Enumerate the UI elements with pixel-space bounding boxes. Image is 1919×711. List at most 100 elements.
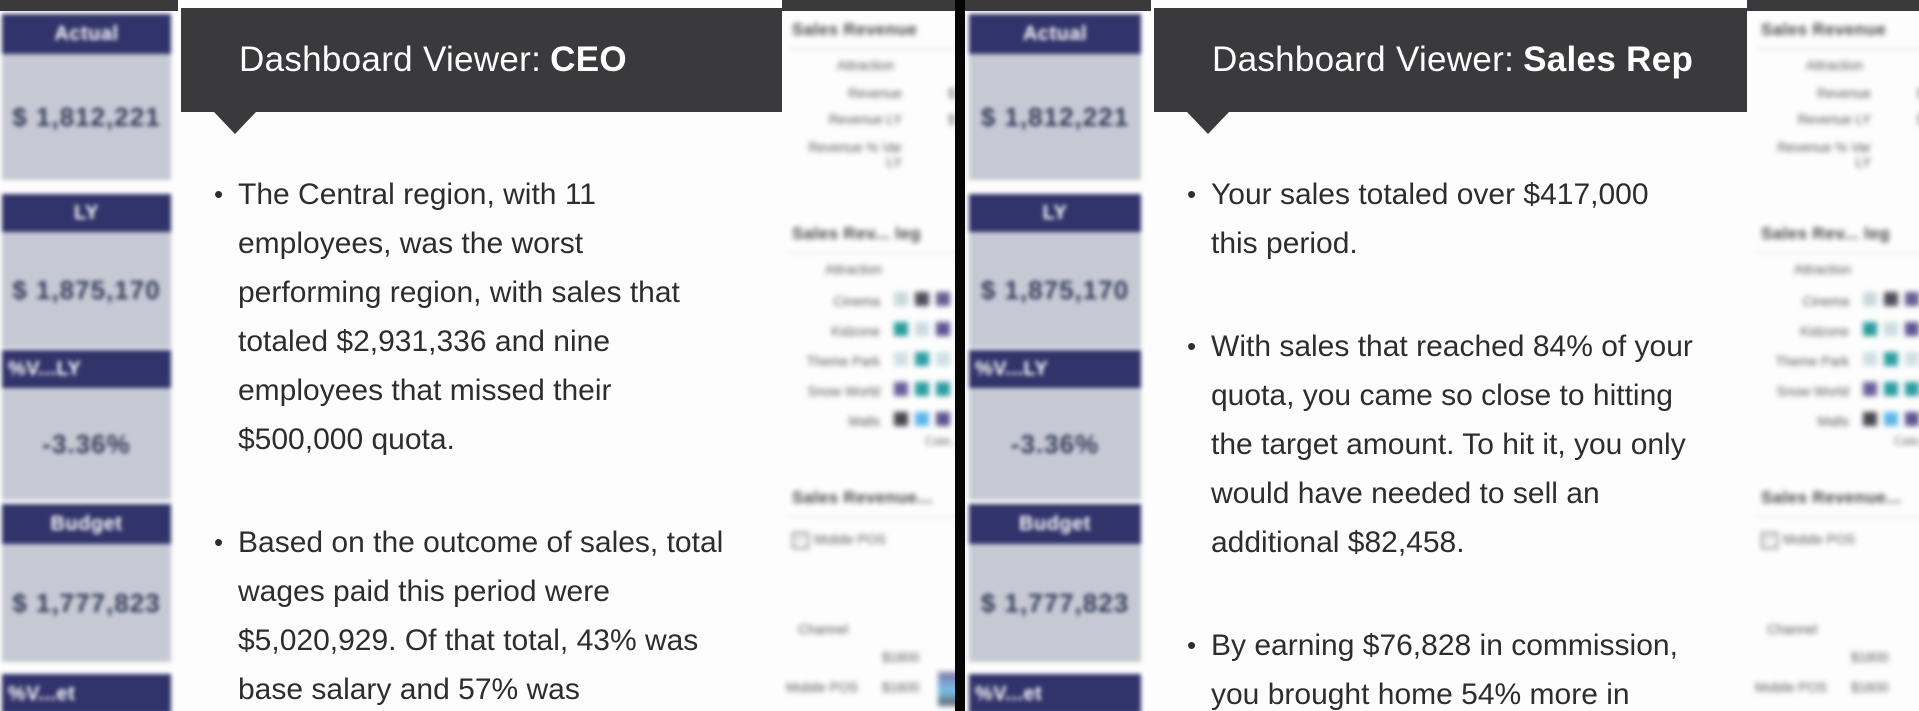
- banner-ceo: Dashboard Viewer: CEO: [181, 8, 782, 112]
- legend-group-label: Attraction: [1793, 262, 1851, 277]
- color-swatch: [915, 412, 929, 426]
- color-swatch: [1884, 382, 1898, 396]
- color-swatch: [936, 382, 950, 396]
- divider-line: [1757, 516, 1919, 517]
- speech-tail: [214, 112, 256, 134]
- legend-label: Kidzone: [831, 324, 880, 339]
- kpi-header: %V...et: [2, 674, 171, 711]
- legend-label: Kidzone: [1800, 324, 1849, 339]
- kpi-card-ly: LY $ 1,875,170: [969, 194, 1141, 348]
- chart-column-right: Sales Revenue Attraction Revenue $ Reven…: [1747, 0, 1919, 711]
- callout-panel-ceo: Dashboard Viewer: CEO The Central region…: [178, 0, 782, 711]
- divider-line: [788, 48, 958, 49]
- axis-label: Channel: [798, 622, 849, 637]
- kpi-header: Actual: [969, 14, 1141, 54]
- legend-swatches: [1863, 412, 1919, 426]
- tick-label: $1600: [1851, 680, 1889, 695]
- legend-group-label: Attraction: [824, 262, 882, 277]
- row-label: Attraction: [1805, 58, 1863, 73]
- legend-label: Malls: [1817, 414, 1849, 429]
- row-value: $: [948, 112, 956, 127]
- chart-column-middle: Sales Revenue Attraction Revenue $ Reven…: [782, 0, 958, 711]
- color-swatch: [1905, 412, 1919, 426]
- bar-label: Mobile POS: [786, 680, 859, 695]
- bar-label: Mobile POS: [1755, 680, 1828, 695]
- color-swatch: [1863, 382, 1877, 396]
- color-swatch: [894, 412, 908, 426]
- divider-line: [788, 252, 958, 253]
- color-swatch: [894, 382, 908, 396]
- kpi-column-left: Actual $ 1,812,221 LY $ 1,875,170 %V...L…: [0, 0, 178, 711]
- kpi-header: %V...LY: [969, 350, 1141, 388]
- color-swatch: [936, 322, 950, 336]
- row-value: $: [1917, 86, 1919, 101]
- legend-swatches: [894, 412, 950, 426]
- legend-row: Snow World: [1751, 382, 1919, 404]
- banner-prefix: Dashboard Viewer:: [239, 40, 542, 79]
- banner-prefix: Dashboard Viewer:: [1212, 40, 1515, 79]
- sales-revenue-title: Sales Revenue: [1761, 20, 1887, 39]
- legend-label: Snow World: [807, 384, 880, 399]
- legend-row: Cinema: [782, 292, 958, 314]
- color-swatch: [915, 322, 929, 336]
- color-swatch: [894, 292, 908, 306]
- legend-swatches: [1863, 352, 1919, 366]
- color-swatch: [1884, 412, 1898, 426]
- legend-row: Kidzone: [1751, 322, 1919, 344]
- checkbox-label: Mobile POS: [814, 532, 887, 547]
- tick-label: $1800: [882, 650, 920, 665]
- legend-title: Sales Rev... leg: [792, 224, 921, 243]
- legend-swatches: [894, 322, 950, 336]
- kpi-value: $ 1,777,823: [2, 544, 171, 662]
- row-label: Revenue % Var LY: [1777, 140, 1871, 170]
- kpi-value: $ 1,812,221: [2, 54, 171, 180]
- ceo-bullet-list: The Central region, with 11 employees, w…: [178, 170, 726, 711]
- row-value: $: [948, 86, 956, 101]
- channel-panel-title: Sales Revenue...: [792, 488, 933, 507]
- legend-footer: Cate...: [925, 434, 958, 448]
- mobile-pos-checkbox[interactable]: ✓: [792, 532, 809, 549]
- kpi-card-actual: Actual $ 1,812,221: [2, 14, 171, 180]
- kpi-card-var-budget: %V...et: [969, 674, 1141, 711]
- sales-rep-bullet-list: Your sales totaled over $417,000 this pe…: [1151, 170, 1699, 711]
- bullet-item: By earning $76,828 in commission, you br…: [1151, 621, 1699, 711]
- kpi-header: Budget: [969, 504, 1141, 544]
- legend-row: Malls: [782, 412, 958, 434]
- color-swatch: [915, 382, 929, 396]
- color-swatch: [936, 292, 950, 306]
- kpi-card-ly: LY $ 1,875,170: [2, 194, 171, 348]
- row-label: Revenue LY: [1797, 112, 1871, 127]
- row-value: $: [1917, 112, 1919, 127]
- legend-title: Sales Rev... leg: [1761, 224, 1890, 243]
- legend-row: Theme Park: [782, 352, 958, 374]
- legend-label: Snow World: [1776, 384, 1849, 399]
- bullet-item: With sales that reached 84% of your quot…: [1151, 322, 1699, 567]
- row-label: Revenue: [847, 86, 902, 101]
- kpi-card-var-ly: %V...LY -3.36%: [2, 350, 171, 500]
- kpi-value: $ 1,777,823: [969, 544, 1141, 662]
- kpi-header: %V...LY: [2, 350, 171, 388]
- kpi-value: $ 1,812,221: [969, 54, 1141, 180]
- callout-panel-sales-rep: Dashboard Viewer: Sales Rep Your sales t…: [1151, 0, 1747, 711]
- mobile-pos-checkbox[interactable]: ✓: [1761, 532, 1778, 549]
- legend-swatches: [1863, 382, 1919, 396]
- kpi-header: %V...et: [969, 674, 1141, 711]
- color-swatch: [936, 412, 950, 426]
- color-swatch: [894, 322, 908, 336]
- legend-swatches: [894, 352, 950, 366]
- kpi-value: $ 1,875,170: [2, 232, 171, 348]
- banner-role: Sales Rep: [1523, 40, 1694, 79]
- legend-row: Cinema: [1751, 292, 1919, 314]
- divider-line: [1757, 48, 1919, 49]
- kpi-header: Actual: [2, 14, 171, 54]
- row-label: Revenue: [1816, 86, 1871, 101]
- legend-label: Malls: [848, 414, 880, 429]
- tick-label: $1800: [1851, 650, 1889, 665]
- bullet-item: Your sales totaled over $417,000 this pe…: [1151, 170, 1699, 268]
- axis-label: Channel: [1767, 622, 1818, 637]
- legend-footer: Cate...: [1894, 434, 1919, 448]
- legend-label: Cinema: [833, 294, 880, 309]
- divider-line: [788, 516, 958, 517]
- legend-row: Snow World: [782, 382, 958, 404]
